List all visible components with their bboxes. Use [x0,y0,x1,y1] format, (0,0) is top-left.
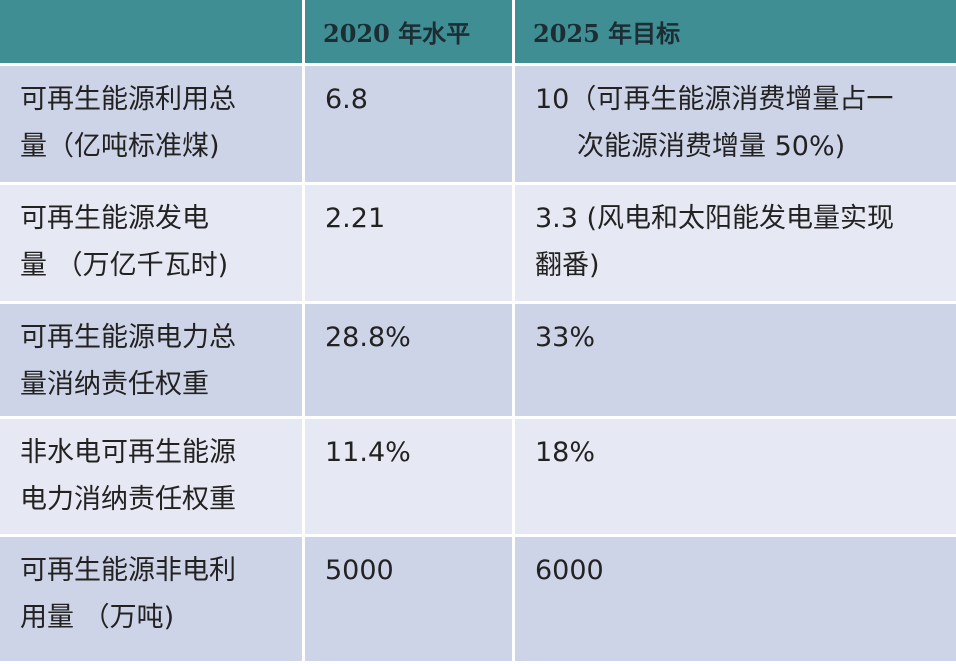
target-2025-cell: 10（可再生能源消费增量占一 次能源消费增量 50%) [515,66,956,185]
metric-line: 非水电可再生能源 [20,437,236,468]
metric-cell: 非水电可再生能源 电力消纳责任权重 [0,419,305,537]
table-row: 非水电可再生能源 电力消纳责任权重 11.4% 18% [0,419,956,537]
table-row: 可再生能源利用总 量（亿吨标准煤) 6.8 10（可再生能源消费增量占一 次能源… [0,66,956,185]
header-2025-target: 2025 年目标 [515,0,956,66]
target-2025-cell: 18% [515,419,956,537]
target-line: 18% [535,437,596,468]
metric-cell: 可再生能源电力总 量消纳责任权重 [0,304,305,419]
metric-line: 电力消纳责任权重 [20,484,236,515]
value-2020-cell: 28.8% [305,304,515,419]
value-2020-cell: 5000 [305,537,515,664]
metric-line: 可再生能源电力总 [20,322,236,353]
target-2025-cell: 6000 [515,537,956,664]
metric-cell: 可再生能源利用总 量（亿吨标准煤) [0,66,305,185]
target-line: 3.3 (风电和太阳能发电量实现 [535,203,895,234]
table-row: 可再生能源发电 量 （万亿千瓦时) 2.21 3.3 (风电和太阳能发电量实现 … [0,185,956,304]
target-line: 10（可再生能源消费增量占一 [535,84,894,115]
target-line: 33% [535,322,596,353]
target-line: 翻番) [535,250,600,281]
metric-line: 量 （万亿千瓦时) [20,250,229,281]
target-line: 次能源消费增量 50%) [577,131,846,162]
table-row: 可再生能源电力总 量消纳责任权重 28.8% 33% [0,304,956,419]
metric-cell: 可再生能源非电利 用量 （万吨) [0,537,305,664]
metric-line: 可再生能源利用总 [20,84,236,115]
header-2020-level: 2020 年水平 [305,0,515,66]
header-metric [0,0,305,66]
metric-line: 可再生能源非电利 [20,555,236,586]
value-2020-cell: 11.4% [305,419,515,537]
target-2025-cell: 33% [515,304,956,419]
metric-line: 量（亿吨标准煤) [20,131,220,162]
table-row: 可再生能源非电利 用量 （万吨) 5000 6000 [0,537,956,664]
value-2020-cell: 2.21 [305,185,515,304]
target-2025-cell: 3.3 (风电和太阳能发电量实现 翻番) [515,185,956,304]
metric-line: 用量 （万吨) [20,602,175,633]
value-2020-cell: 6.8 [305,66,515,185]
metric-line: 量消纳责任权重 [20,369,209,400]
metric-cell: 可再生能源发电 量 （万亿千瓦时) [0,185,305,304]
target-line: 6000 [535,555,604,586]
table-header-row: 2020 年水平 2025 年目标 [0,0,956,66]
metric-line: 可再生能源发电 [20,203,209,234]
